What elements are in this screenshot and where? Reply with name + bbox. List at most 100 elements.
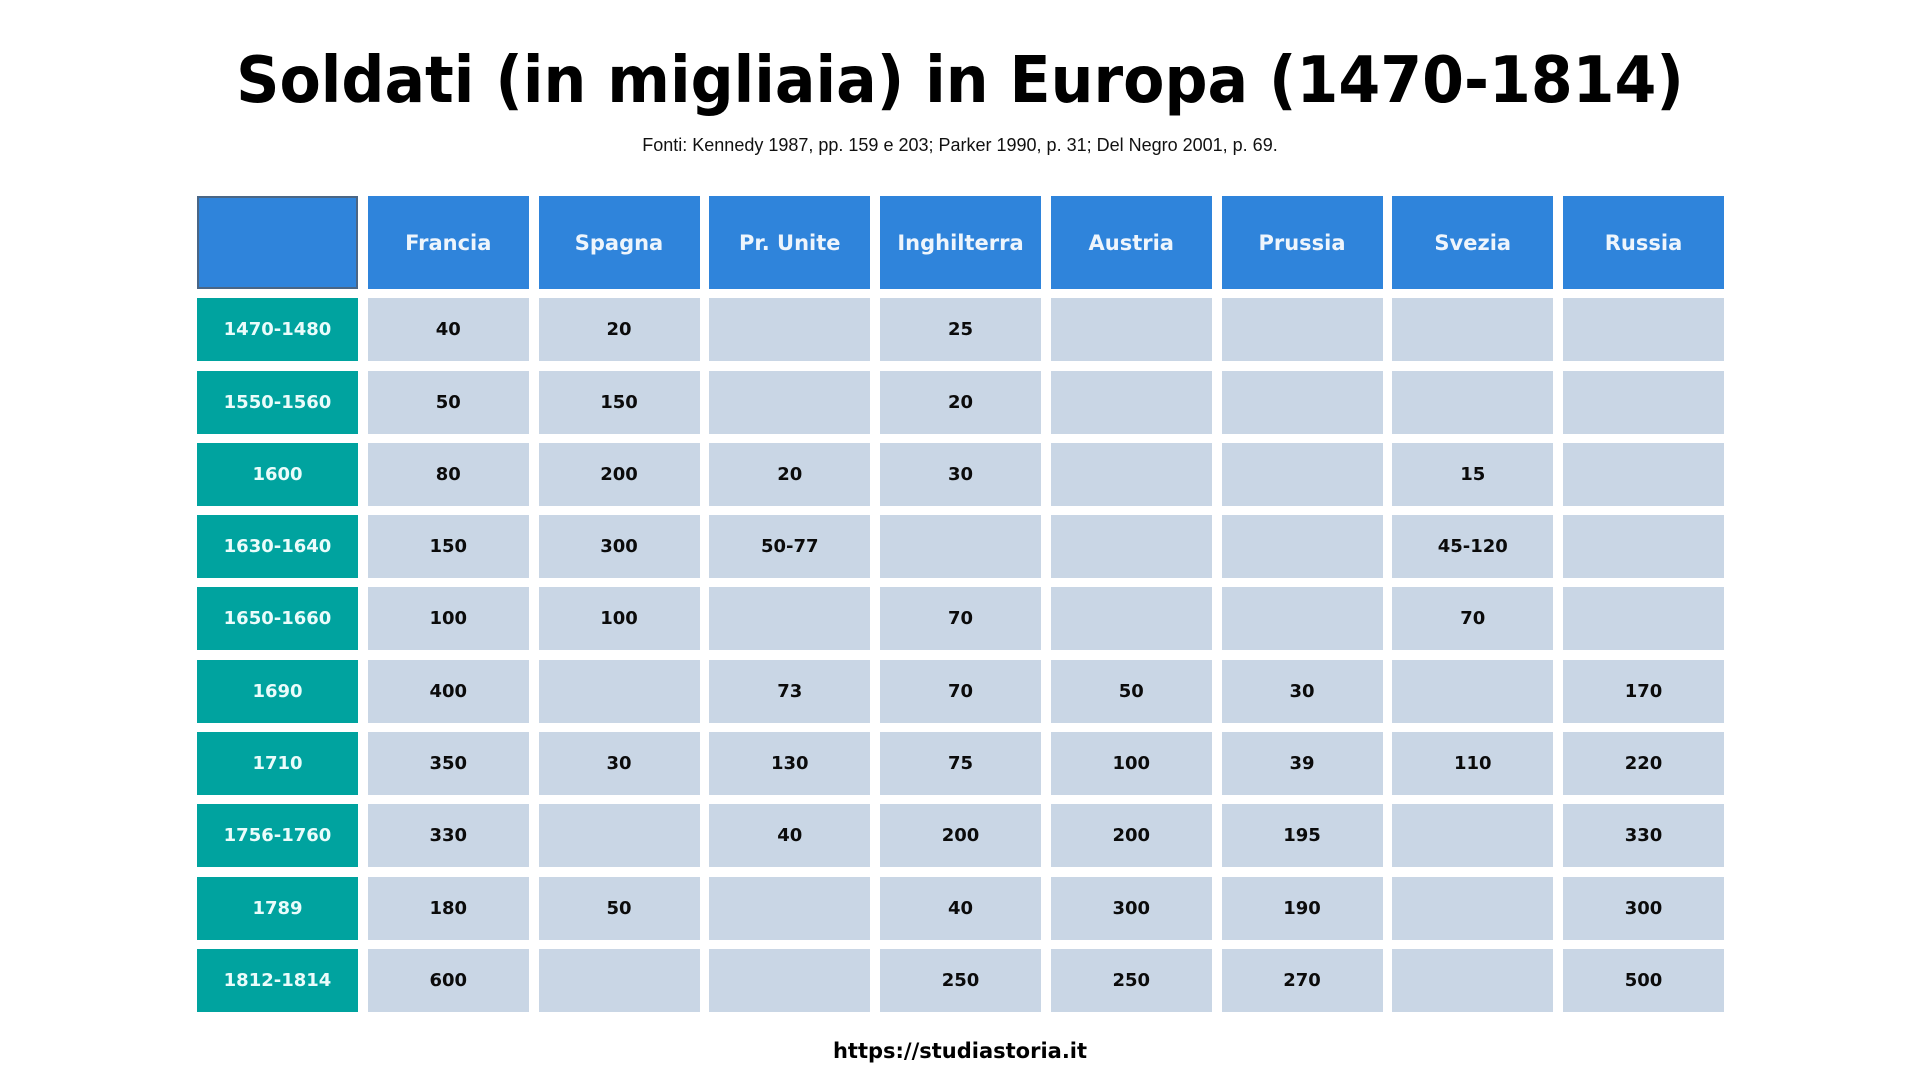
table-cell — [1392, 876, 1554, 940]
table-cell: 500 — [1563, 948, 1724, 1012]
row-header-period: 1710 — [197, 732, 358, 796]
table-cell: 600 — [367, 948, 529, 1012]
table-cell — [1050, 370, 1212, 434]
table-cell: 20 — [709, 442, 871, 506]
table-cell — [1392, 298, 1554, 362]
table-cell: 350 — [367, 732, 529, 796]
table-cell: 190 — [1221, 876, 1383, 940]
table-cell: 330 — [367, 804, 529, 868]
table-cell — [1392, 804, 1554, 868]
column-header-spagna: Spagna — [538, 196, 700, 289]
table-cell — [1392, 948, 1554, 1012]
column-header-svezia: Svezia — [1392, 196, 1554, 289]
row-header-period: 1789 — [197, 876, 358, 940]
table-cell: 100 — [367, 587, 529, 651]
corner-cell — [197, 196, 358, 289]
table-cell — [709, 370, 871, 434]
table-cell: 220 — [1563, 732, 1724, 796]
table-cell — [538, 659, 700, 723]
table-cell: 330 — [1563, 804, 1724, 868]
table-cell: 40 — [709, 804, 871, 868]
table-cell — [1050, 515, 1212, 579]
table-cell — [1563, 370, 1724, 434]
table-cell: 70 — [880, 587, 1041, 651]
table-cell: 200 — [1050, 804, 1212, 868]
row-header-period: 1600 — [197, 442, 358, 506]
table-cell — [1563, 587, 1724, 651]
source-url-footer: https://studiastoria.it — [832, 1039, 1088, 1063]
table-cell — [1392, 659, 1554, 723]
soldiers-table: Francia Spagna Pr. Unite Inghilterra Aus… — [197, 196, 1724, 1012]
row-header-period: 1756-1760 — [197, 804, 358, 868]
column-header-russia: Russia — [1563, 196, 1724, 289]
table-cell — [1563, 298, 1724, 362]
table-cell — [709, 876, 871, 940]
column-header-inghilterra: Inghilterra — [880, 196, 1041, 289]
table-cell: 70 — [1392, 587, 1554, 651]
row-header-period: 1470-1480 — [197, 298, 358, 362]
table-cell: 150 — [367, 515, 529, 579]
table-cell: 25 — [880, 298, 1041, 362]
table-cell: 150 — [538, 370, 700, 434]
row-header-period: 1550-1560 — [197, 370, 358, 434]
table-cell: 130 — [709, 732, 871, 796]
table-cell: 40 — [880, 876, 1041, 940]
table-cell: 100 — [1050, 732, 1212, 796]
table-cell: 100 — [538, 587, 700, 651]
table-cell: 200 — [538, 442, 700, 506]
table-cell: 250 — [880, 948, 1041, 1012]
table-cell: 20 — [538, 298, 700, 362]
sources-subtitle: Fonti: Kennedy 1987, pp. 159 e 203; Park… — [642, 135, 1278, 155]
table-cell: 400 — [367, 659, 529, 723]
table-cell — [1221, 370, 1383, 434]
table-cell: 110 — [1392, 732, 1554, 796]
table-cell: 40 — [367, 298, 529, 362]
table-cell: 30 — [538, 732, 700, 796]
table-cell — [880, 515, 1041, 579]
table-cell — [709, 298, 871, 362]
table-cell: 195 — [1221, 804, 1383, 868]
table-cell: 73 — [709, 659, 871, 723]
table-cell: 75 — [880, 732, 1041, 796]
column-header-francia: Francia — [367, 196, 529, 289]
table-cell: 30 — [1221, 659, 1383, 723]
table-cell — [709, 587, 871, 651]
table-cell — [1050, 442, 1212, 506]
table-cell: 180 — [367, 876, 529, 940]
table-cell — [709, 948, 871, 1012]
table-cell — [1563, 515, 1724, 579]
table-cell: 80 — [367, 442, 529, 506]
row-header-period: 1650-1660 — [197, 587, 358, 651]
table-cell: 70 — [880, 659, 1041, 723]
table-cell: 300 — [1050, 876, 1212, 940]
column-header-pr-unite: Pr. Unite — [709, 196, 871, 289]
column-header-prussia: Prussia — [1221, 196, 1383, 289]
table-cell: 45-120 — [1392, 515, 1554, 579]
table-cell — [1221, 587, 1383, 651]
table-cell — [1563, 442, 1724, 506]
row-header-period: 1690 — [197, 659, 358, 723]
table-cell — [538, 948, 700, 1012]
table-cell — [1050, 298, 1212, 362]
table-cell — [1392, 370, 1554, 434]
table-cell — [1221, 515, 1383, 579]
page-title: Soldati (in migliaia) in Europa (1470-18… — [236, 44, 1684, 118]
table-cell: 300 — [1563, 876, 1724, 940]
table-cell: 250 — [1050, 948, 1212, 1012]
table-cell: 30 — [880, 442, 1041, 506]
table-cell — [1221, 298, 1383, 362]
table-cell: 15 — [1392, 442, 1554, 506]
table-cell: 50 — [1050, 659, 1212, 723]
table-cell — [538, 804, 700, 868]
table-cell — [1050, 587, 1212, 651]
table-cell: 20 — [880, 370, 1041, 434]
table-cell: 270 — [1221, 948, 1383, 1012]
row-header-period: 1812-1814 — [197, 948, 358, 1012]
table-cell: 170 — [1563, 659, 1724, 723]
table-cell: 300 — [538, 515, 700, 579]
table-cell: 39 — [1221, 732, 1383, 796]
column-header-austria: Austria — [1050, 196, 1212, 289]
row-header-period: 1630-1640 — [197, 515, 358, 579]
table-cell — [1221, 442, 1383, 506]
table-cell: 200 — [880, 804, 1041, 868]
